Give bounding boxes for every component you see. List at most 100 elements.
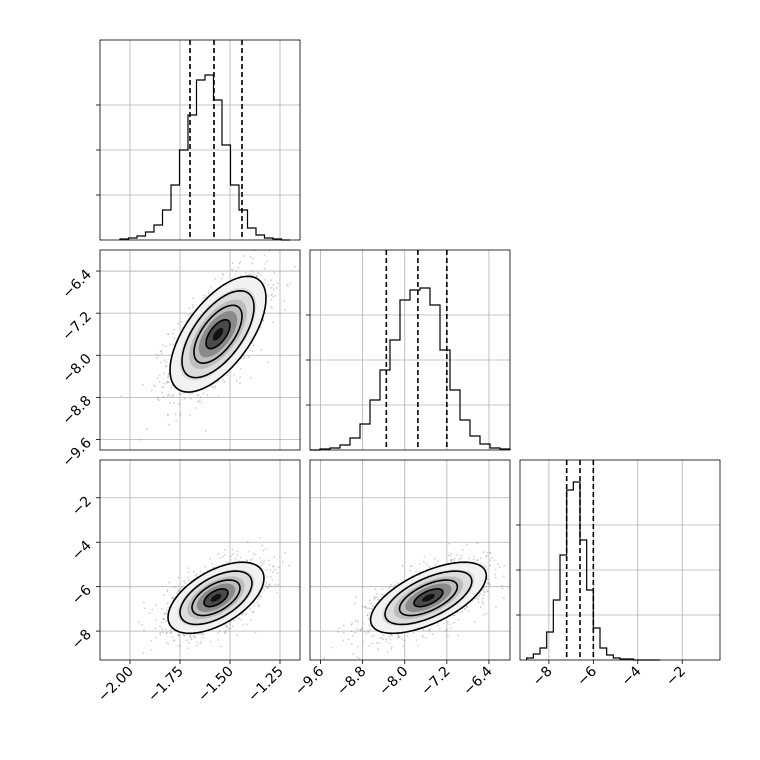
tick-label-x-p1-3: −7.2 [418,664,453,699]
sample-point [273,583,276,586]
sample-point [277,282,279,285]
sample-point [200,633,203,635]
sample-point [365,606,367,609]
sample-point [189,414,191,417]
sample-point [168,581,170,584]
sample-point [489,552,492,555]
hist-p1-bars [310,287,511,451]
sample-point [293,266,296,268]
sample-point [187,579,190,582]
sample-point [449,559,452,562]
sample-point [160,607,163,610]
sample-point [446,621,449,624]
sample-point [356,620,359,623]
sample-point [229,621,232,624]
sample-point [150,648,153,651]
sample-point [169,395,172,397]
sample-point [494,576,497,579]
sample-point [165,381,168,384]
sample-point [418,563,421,565]
sample-point [233,619,235,622]
sample-point [464,608,467,611]
sample-point [252,552,255,555]
sample-point [251,610,254,613]
sample-point [271,307,273,310]
hist-p2-grid [516,460,720,660]
sample-point [229,559,232,561]
sample-point [501,587,504,590]
sample-point [502,575,505,578]
density-level [422,593,435,602]
sample-point [178,590,180,593]
sample-point [381,587,384,590]
sample-point [433,558,436,561]
sample-point [450,627,452,629]
sample-point [375,593,378,596]
sample-point [267,283,270,286]
sample-point [163,359,166,362]
sample-point [486,578,489,581]
sample-point [173,639,176,642]
sample-point [522,556,524,558]
sample-point [192,634,195,637]
sample-point [264,278,267,281]
sample-point [368,599,371,602]
sample-point [162,617,165,620]
sample-point [397,633,400,636]
density-level [212,327,224,341]
sample-point [251,350,254,352]
tick-label-x-p2-2: −4 [619,663,645,689]
sample-point [251,274,254,277]
sample-point [428,628,431,631]
sample-point [400,638,403,640]
sample-point [174,412,177,415]
sample-point [178,634,181,637]
sample-point [246,559,248,562]
sample-point [382,594,385,597]
sample-point [465,605,468,608]
tick-label-y-p1-0: −9.6 [59,435,94,470]
sample-point [421,634,424,637]
sample-point [229,623,231,626]
sample-point [154,604,157,607]
sample-point [356,628,359,631]
sample-point [422,629,425,631]
sample-point [196,641,199,643]
sample-point [257,226,259,228]
tick-label-y-p1-4: −6.4 [59,267,94,302]
sample-point [218,630,221,633]
sample-point [167,375,170,378]
sample-point [197,394,200,397]
sample-point [482,594,485,597]
sample-point [166,589,169,591]
sample-point [460,554,463,557]
sample-point [268,564,271,566]
sample-point [169,631,171,633]
sample-point [486,551,489,554]
sample-point [179,644,182,647]
sample-point [247,550,250,553]
sample-point [142,651,145,654]
sample-point [377,598,380,601]
sample-point [287,285,289,288]
sample-point [142,383,144,386]
sample-point [159,350,162,353]
sample-point [177,590,180,593]
sample-point [497,563,500,566]
sample-point [239,556,242,559]
sample-point [167,373,170,376]
sample-point [338,627,341,630]
sample-point [270,298,273,301]
sample-point [230,555,233,558]
tick-label-y-p2-1: −6 [69,582,95,608]
tick-label-x-p1-1: −8.8 [334,664,369,699]
sample-point [159,625,162,628]
sample-point [378,642,380,644]
sample-point [479,592,481,595]
sample-point [265,582,268,585]
sample-point [182,633,185,636]
sample-point [423,555,426,558]
sample-point [237,617,240,620]
sample-point [221,277,223,280]
sample-point [274,568,277,571]
